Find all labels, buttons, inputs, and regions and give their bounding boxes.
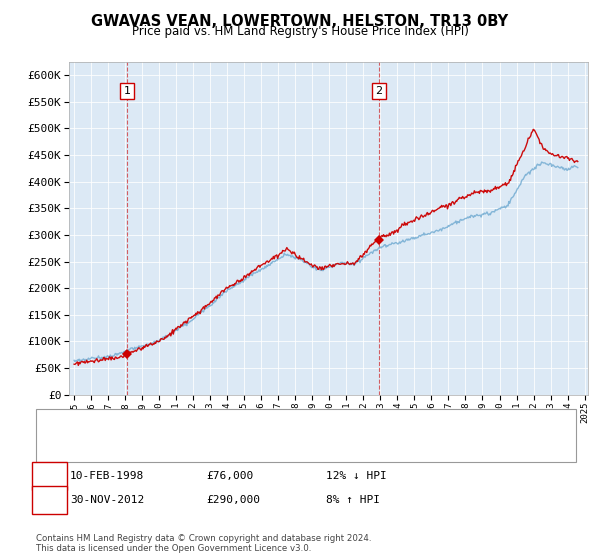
Text: 1: 1 [46,469,53,483]
Text: 12% ↓ HPI: 12% ↓ HPI [326,471,387,481]
Text: 30-NOV-2012: 30-NOV-2012 [70,495,145,505]
Text: 10-FEB-1998: 10-FEB-1998 [70,471,145,481]
Text: 2: 2 [46,493,53,507]
Text: £290,000: £290,000 [206,495,260,505]
Text: 1: 1 [124,86,130,96]
Text: GWAVAS VEAN, LOWERTOWN, HELSTON, TR13 0BY: GWAVAS VEAN, LOWERTOWN, HELSTON, TR13 0B… [91,14,509,29]
Text: Contains HM Land Registry data © Crown copyright and database right 2024.
This d: Contains HM Land Registry data © Crown c… [36,534,371,553]
Text: HPI: Average price, detached house, Cornwall: HPI: Average price, detached house, Corn… [90,442,317,452]
Text: 2: 2 [376,86,383,96]
Text: GWAVAS VEAN, LOWERTOWN, HELSTON, TR13 0BY (detached house): GWAVAS VEAN, LOWERTOWN, HELSTON, TR13 0B… [90,419,433,429]
Text: Price paid vs. HM Land Registry's House Price Index (HPI): Price paid vs. HM Land Registry's House … [131,25,469,38]
Text: 8% ↑ HPI: 8% ↑ HPI [326,495,380,505]
Text: £76,000: £76,000 [206,471,254,481]
